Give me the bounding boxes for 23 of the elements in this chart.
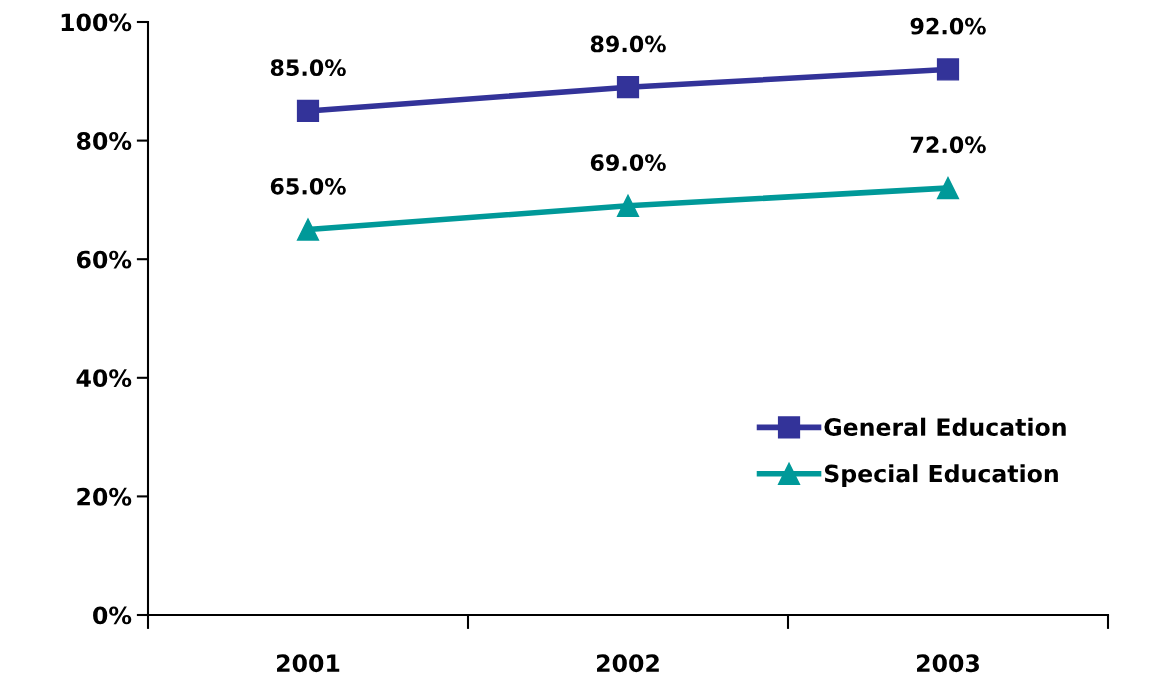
point bbox=[616, 76, 640, 99]
point bbox=[936, 176, 960, 200]
point bbox=[296, 99, 320, 123]
data-label: 69.0% bbox=[590, 154, 666, 171]
x-tick-label: 2002 bbox=[597, 654, 659, 673]
y-tick-label: 60% bbox=[76, 250, 132, 269]
y-tick-label: 20% bbox=[77, 487, 132, 506]
point bbox=[296, 218, 320, 241]
y-tick-label: 100% bbox=[61, 13, 132, 32]
y-tick-label: 40% bbox=[76, 369, 132, 388]
data-label: 65.0% bbox=[270, 177, 346, 195]
data-label: 72.0% bbox=[910, 136, 986, 154]
x-tick-label: 2001 bbox=[277, 654, 340, 673]
data-label: 85.0% bbox=[270, 59, 346, 77]
data-label: 89.0% bbox=[590, 35, 666, 53]
data-label: 92.0% bbox=[910, 17, 986, 35]
point bbox=[616, 194, 640, 217]
x-tick-label: 2003 bbox=[917, 654, 979, 673]
y-tick-label: 80% bbox=[76, 132, 132, 150]
legend-label: Special Education bbox=[824, 464, 1058, 488]
legend-label: General Education bbox=[824, 417, 1066, 436]
point bbox=[936, 58, 960, 81]
y-tick-label: 0% bbox=[93, 606, 132, 625]
